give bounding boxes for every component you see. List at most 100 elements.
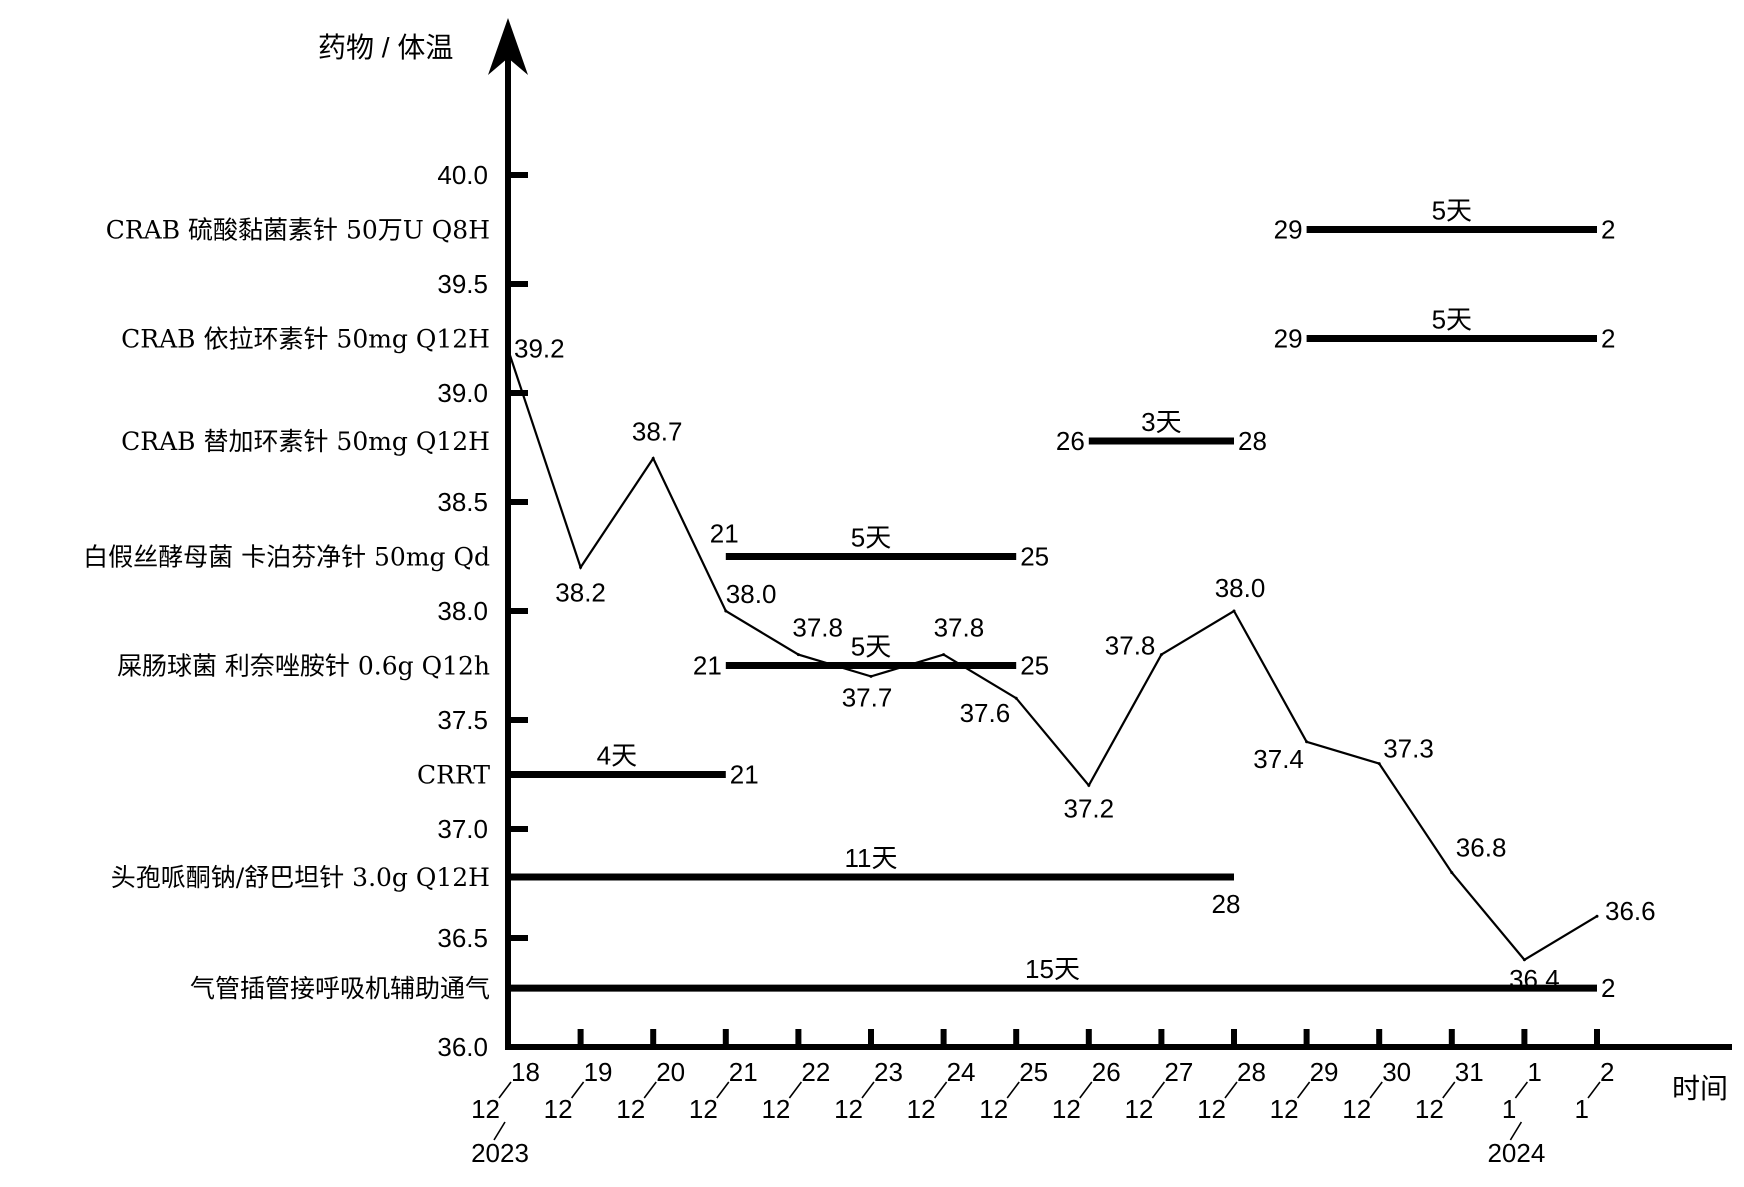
medication-start-label: 26: [1056, 426, 1085, 456]
medication-duration: 5天: [851, 632, 891, 662]
date-slash: [716, 1081, 730, 1099]
medication-start-label: 21: [693, 651, 722, 681]
y-ticks: 36.0 36.5 37.0 37.5 38.0 38.5 39.0 39.5 40.0: [437, 160, 528, 1062]
temperature-point: [869, 674, 873, 678]
x-tick-day-label: 22: [801, 1057, 830, 1087]
x-tick-month-label: 12: [834, 1094, 863, 1124]
y-tick-label: 36.0: [437, 1032, 488, 1062]
temperature-point: [1377, 762, 1381, 766]
temperature-point: [1305, 740, 1309, 744]
temperature-value-label: 36.4: [1509, 964, 1560, 994]
date-slash: [1006, 1081, 1020, 1099]
date-slash: [1442, 1081, 1456, 1099]
x-tick-day-label: 1: [1527, 1057, 1541, 1087]
year-slash: [1509, 1121, 1523, 1141]
medication-label: 气管插管接呼吸机辅助通气: [190, 974, 490, 1003]
temperature-point: [1522, 958, 1526, 962]
medication-duration: 3天: [1141, 407, 1181, 437]
year-label: 2023: [471, 1138, 529, 1168]
x-tick-day-label: 23: [874, 1057, 903, 1087]
y-tick-label: 38.5: [437, 487, 488, 517]
x-tick-month-label: 12: [1415, 1094, 1444, 1124]
date-slash: [498, 1081, 512, 1099]
date-slash: [1514, 1081, 1529, 1099]
medication-bars: CRAB 硫酸黏菌素针 50万U Q8H 5天 29 2 CRAB 依拉环素针 50mg…: [83, 196, 1615, 1004]
medication-duration: 5天: [1432, 305, 1472, 335]
x-tick-day-label: 20: [656, 1057, 685, 1087]
medication-label: CRAB 依拉环素针 50mg Q12H: [121, 325, 490, 354]
y-axis-title: 药物 / 体温: [318, 32, 453, 63]
x-tick-month-label: 1: [1502, 1094, 1516, 1124]
temperature-value-label: 38.7: [632, 416, 683, 446]
medication-duration: 11天: [845, 843, 898, 873]
medication-end-label: 2: [1601, 324, 1615, 354]
temperature-value-label: 38.0: [726, 579, 777, 609]
date-slash: [1079, 1081, 1093, 1099]
x-tick-month-label: 12: [1270, 1094, 1299, 1124]
year-slash: [493, 1121, 506, 1141]
y-tick-label: 36.5: [437, 923, 488, 953]
medication-end-label: 28: [1238, 426, 1267, 456]
temperature-point: [1014, 696, 1018, 700]
medication-end-label: 25: [1020, 542, 1049, 572]
x-tick-month-label: 12: [1052, 1094, 1081, 1124]
medication-label: CRAB 替加环素针 50mg Q12H: [121, 427, 490, 456]
x-tick-day-label: 24: [947, 1057, 976, 1087]
temperature-value-label: 37.8: [934, 613, 985, 643]
medication-end-label: 21: [730, 760, 759, 790]
x-tick-month-label: 12: [544, 1094, 573, 1124]
medication-label: 白假丝酵母菌 卡泊芬净针 50mg Qd: [83, 543, 490, 572]
x-tick-month-label: 12: [1342, 1094, 1371, 1124]
y-tick-label: 37.5: [437, 705, 488, 735]
x-tick-month-label: 12: [1124, 1094, 1153, 1124]
temperature-value-label: 37.7: [842, 682, 893, 712]
x-axis-title: 时间: [1672, 1073, 1728, 1104]
temperature-value-label: 38.2: [555, 577, 606, 607]
x-tick-day-label: 30: [1382, 1057, 1411, 1087]
medication-start-label: 29: [1274, 324, 1303, 354]
temperature-point: [1232, 609, 1236, 613]
temperature-point: [1450, 871, 1454, 875]
x-tick-month-label: 12: [1197, 1094, 1226, 1124]
medication-duration: 4天: [597, 741, 637, 771]
x-tick-month-label: 12: [979, 1094, 1008, 1124]
y-tick-label: 39.0: [437, 378, 488, 408]
date-slash: [1224, 1081, 1238, 1099]
temperature-point: [1159, 653, 1163, 657]
x-tick-month-label: 12: [761, 1094, 790, 1124]
medication-label: CRAB 硫酸黏菌素针 50万U Q8H: [106, 216, 490, 245]
x-ticks: 1812191220122112221223122412251226122712…: [471, 1029, 1614, 1168]
medication-label: 屎肠球菌 利奈唑胺针 0.6g Q12h: [117, 652, 490, 681]
temperature-point: [942, 653, 946, 657]
x-tick-day-label: 21: [729, 1057, 758, 1087]
medication-start-label: 29: [1274, 215, 1303, 245]
date-slash: [1151, 1081, 1166, 1099]
temperature-point: [651, 456, 655, 460]
medication-label: CRRT: [417, 761, 490, 790]
medication-duration: 15天: [1025, 954, 1080, 984]
x-tick-day-label: 29: [1310, 1057, 1339, 1087]
temperature-point: [579, 565, 583, 569]
medication-duration: 5天: [851, 523, 891, 553]
temperature-point: [1595, 914, 1599, 918]
year-label: 2024: [1487, 1138, 1545, 1168]
x-tick-month-label: 12: [471, 1094, 500, 1124]
y-axis-arrowhead: [488, 18, 528, 75]
temperature-value-label: 36.8: [1456, 833, 1507, 863]
x-tick-day-label: 2: [1600, 1057, 1614, 1087]
medication-end-label: 28: [1212, 889, 1241, 919]
x-tick-day-label: 28: [1237, 1057, 1266, 1087]
date-slash: [933, 1081, 948, 1099]
temperature-value-label: 37.3: [1383, 734, 1434, 764]
temperature-value-label: 37.6: [960, 698, 1011, 728]
date-slash: [861, 1081, 875, 1099]
temperature-value-label: 37.8: [1105, 631, 1156, 661]
medication-duration: 5天: [1432, 196, 1472, 226]
date-slash: [788, 1081, 803, 1099]
y-tick-label: 38.0: [437, 596, 488, 626]
medication-end-label: 25: [1020, 651, 1049, 681]
x-tick-day-label: 27: [1164, 1057, 1193, 1087]
temperature-value-label: 37.4: [1253, 744, 1304, 774]
date-slash: [1296, 1081, 1311, 1099]
